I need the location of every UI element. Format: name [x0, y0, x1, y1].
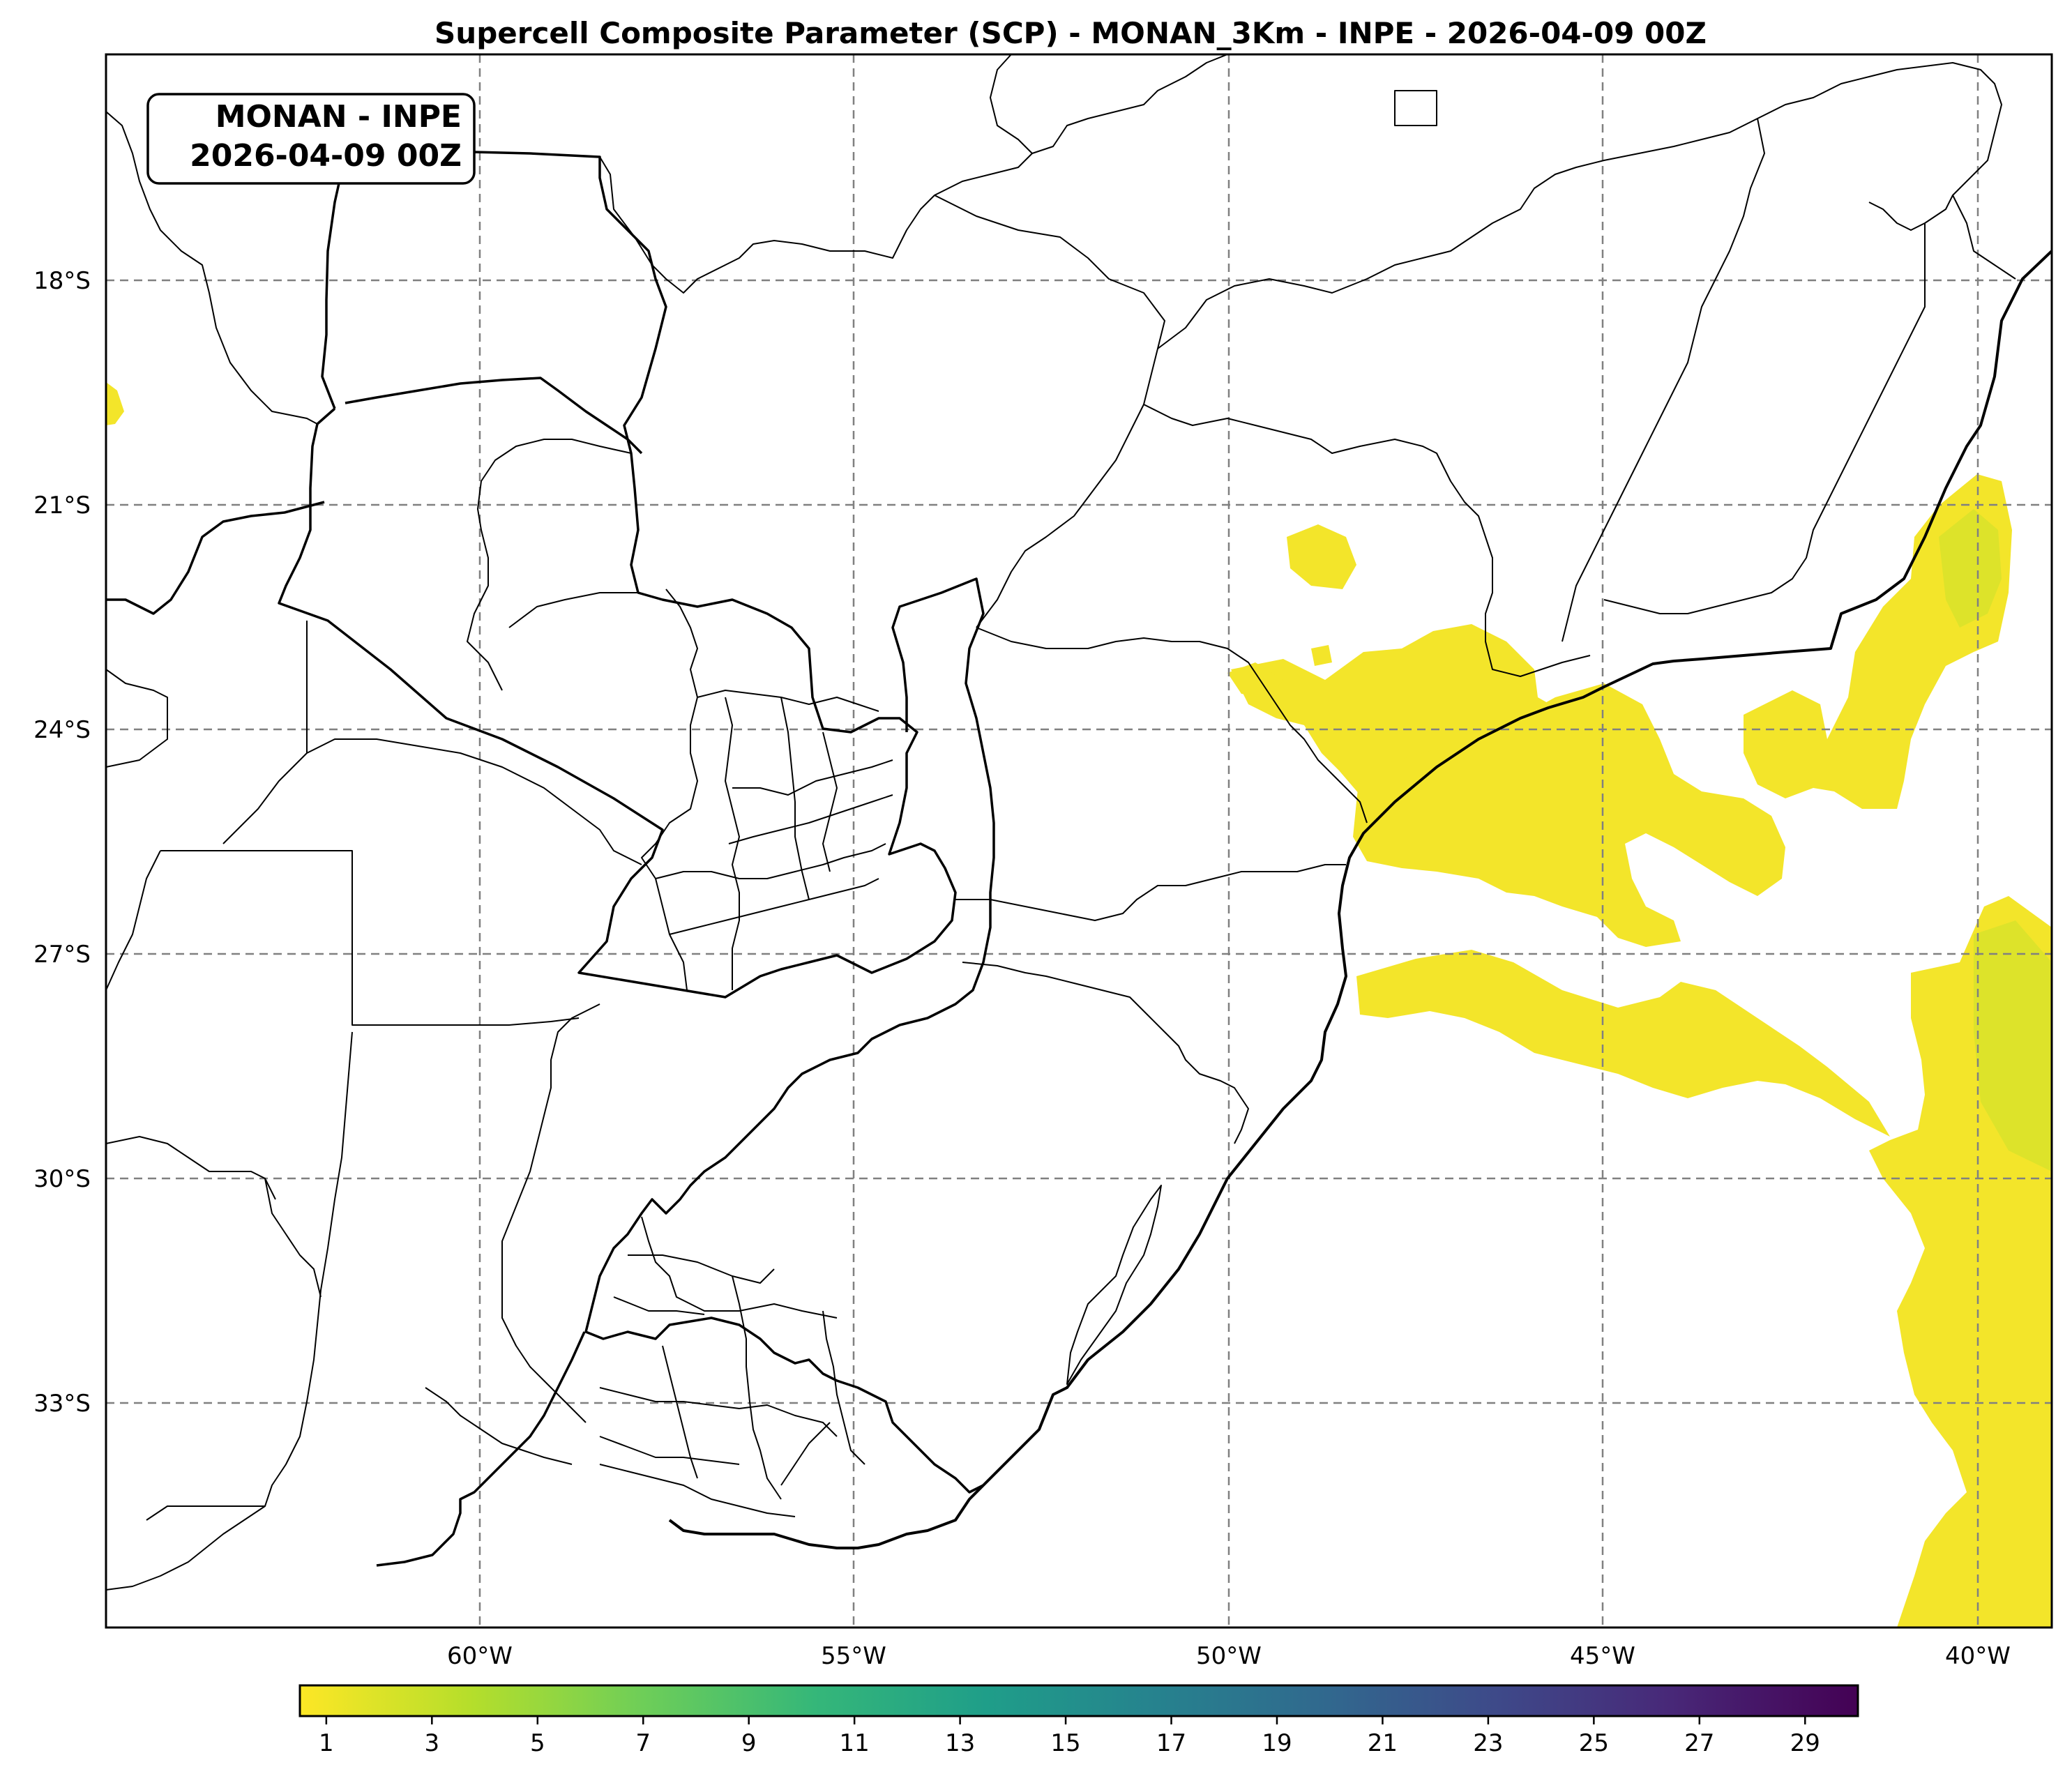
lat-label: 18°S [33, 267, 91, 295]
state-borders [106, 54, 2016, 1591]
lat-label: 27°S [33, 941, 91, 969]
stamp-line-2: 2026-04-09 00Z [190, 138, 462, 174]
colorbar-tick-label: 17 [1156, 1729, 1186, 1757]
colorbar-tick-label: 1 [319, 1729, 334, 1757]
colorbar-tick-label: 15 [1050, 1729, 1080, 1757]
scp-area-sp-fragments [1227, 645, 1332, 697]
lagoa-dos-patos [1066, 1185, 1162, 1385]
colorbar-gradient [298, 1684, 1859, 1717]
scp-area-rj-core [1939, 509, 2002, 628]
lat-label: 24°S [33, 716, 91, 744]
colorbar-tick-label: 25 [1579, 1729, 1609, 1757]
scp-area-south-atlantic-core [1974, 920, 2052, 1171]
map-title: Supercell Composite Parameter (SCP) - MO… [434, 16, 1707, 50]
scp-area-west-edge [106, 382, 124, 425]
colorbar-tick-label: 19 [1262, 1729, 1292, 1757]
lon-labels: 60°W 55°W 50°W 45°W 40°W [447, 1642, 2011, 1670]
scp-area-sp-interior [1287, 524, 1356, 589]
lat-label: 30°S [33, 1165, 91, 1193]
lon-label: 55°W [821, 1642, 886, 1670]
gridlines [106, 54, 2052, 1628]
colorbar-tick-label: 21 [1368, 1729, 1398, 1757]
colorbar-tick-label: 7 [635, 1729, 651, 1757]
colorbar-tick-label: 11 [840, 1729, 870, 1757]
lat-labels: 18°S 21°S 24°S 27°S 30°S 33°S [33, 267, 91, 1418]
stamp-line-1: MONAN - INPE [215, 99, 462, 135]
lon-label: 40°W [1945, 1642, 2011, 1670]
colorbar: 1 3 5 7 9 11 13 15 17 19 21 23 25 27 29 [298, 1684, 1859, 1757]
scp-area-sc-sea [1356, 950, 1890, 1137]
lon-label: 60°W [447, 1642, 513, 1670]
coastline [668, 250, 2052, 1549]
colorbar-tick-label: 5 [530, 1729, 545, 1757]
colorbar-tick-label: 9 [741, 1729, 757, 1757]
colorbar-tick-label: 29 [1790, 1729, 1820, 1757]
model-stamp: MONAN - INPE 2026-04-09 00Z [146, 93, 476, 185]
colorbar-tick-label: 27 [1684, 1729, 1714, 1757]
map-frame [105, 53, 2053, 1629]
map-area [106, 54, 2052, 1628]
colorbar-tick-label: 13 [945, 1729, 975, 1757]
lat-label: 33°S [33, 1390, 91, 1418]
international-borders [106, 151, 995, 1567]
colorbar-tick-label: 3 [425, 1729, 440, 1757]
lat-label: 21°S [33, 492, 91, 519]
lon-label: 45°W [1570, 1642, 1635, 1670]
lon-label: 50°W [1196, 1642, 1262, 1670]
colorbar-tick-label: 23 [1473, 1729, 1503, 1757]
colorbar-ticks: 1 3 5 7 9 11 13 15 17 19 21 23 25 27 29 [319, 1716, 1820, 1757]
